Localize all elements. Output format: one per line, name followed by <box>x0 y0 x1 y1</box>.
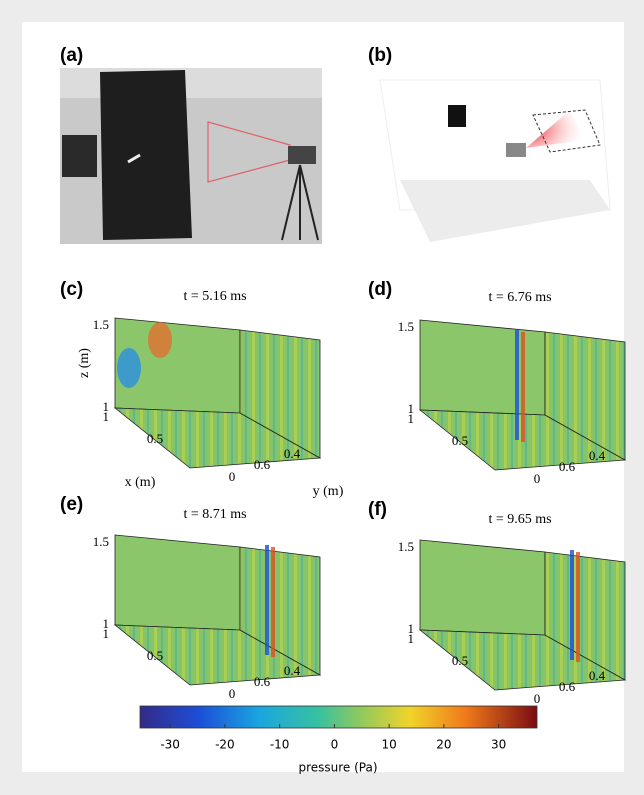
colorbar-label: pressure (Pa) <box>298 761 377 775</box>
y-tick-label: 0.6 <box>254 457 271 472</box>
z-tick-label: 1.5 <box>398 319 414 334</box>
x-tick-label: 0.5 <box>147 648 163 663</box>
field-blob <box>148 322 172 358</box>
colorbar-tick-label: 20 <box>436 738 451 752</box>
colorbar-gradient <box>140 706 537 728</box>
colorbar-tick-label: -20 <box>215 738 235 752</box>
wavefront <box>515 330 519 440</box>
y-tick-label: 0.6 <box>559 459 576 474</box>
colorbar-tick-label: 30 <box>491 738 506 752</box>
panel-title: t = 5.16 ms <box>183 289 246 304</box>
back-wall <box>115 535 240 630</box>
y-tick-label: 0.6 <box>559 679 576 694</box>
panel-label: (a) <box>60 45 83 66</box>
x-tick-label: 1 <box>103 409 110 424</box>
y-tick-label: 0.4 <box>589 668 606 683</box>
panel-label: (e) <box>60 494 83 515</box>
wavefront <box>576 552 580 662</box>
x-tick-label: 0 <box>229 686 236 701</box>
wavefront <box>570 550 574 660</box>
y-tick-label: 0.4 <box>589 448 606 463</box>
panel-label: (c) <box>60 279 83 300</box>
photo <box>60 68 322 244</box>
y-tick-label: 0.4 <box>284 446 301 461</box>
x-tick-label: 0 <box>534 471 541 486</box>
y-tick-label: 0.4 <box>284 663 301 678</box>
x-tick-label: 0 <box>229 469 236 484</box>
back-wall <box>420 320 545 415</box>
wavefront <box>521 332 525 442</box>
panel-label: (d) <box>368 279 392 300</box>
y-tick-label: 0.6 <box>254 674 271 689</box>
panel-title: t = 9.65 ms <box>488 512 551 527</box>
panel-title: t = 6.76 ms <box>488 290 551 305</box>
panel-label: (b) <box>368 45 392 66</box>
x-axis-label: x (m) <box>125 475 156 490</box>
x-tick-label: 1 <box>103 626 110 641</box>
z-tick-label: 1.5 <box>93 317 109 332</box>
x-tick-label: 1 <box>408 631 415 646</box>
field-blob <box>117 348 141 388</box>
x-tick-label: 0 <box>534 691 541 706</box>
colorbar-tick-label: -10 <box>270 738 290 752</box>
y-axis-label: y (m) <box>313 484 344 499</box>
z-axis-label: z (m) <box>77 348 92 378</box>
panel-title: t = 8.71 ms <box>183 507 246 522</box>
back-wall <box>420 540 545 635</box>
colorbar-tick-label: 10 <box>382 738 397 752</box>
wavefront <box>271 547 275 657</box>
x-tick-label: 0.5 <box>452 433 468 448</box>
x-tick-label: 0.5 <box>147 431 163 446</box>
wavefront <box>265 545 269 655</box>
figure: pressure (Pa) -30-20-100102030 (a)(b)(c)… <box>0 0 644 795</box>
colorbar-tick-label: 0 <box>331 738 339 752</box>
x-tick-label: 0.5 <box>452 653 468 668</box>
panel-label: (f) <box>368 499 387 520</box>
x-tick-label: 1 <box>408 411 415 426</box>
colorbar-tick-label: -30 <box>160 738 180 752</box>
z-tick-label: 1.5 <box>398 539 414 554</box>
z-tick-label: 1.5 <box>93 534 109 549</box>
